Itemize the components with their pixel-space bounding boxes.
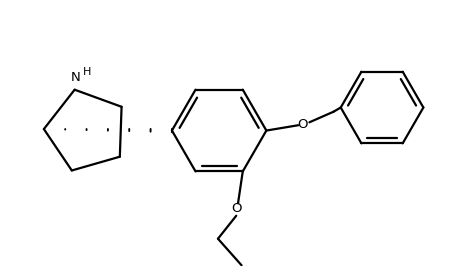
Text: O: O (297, 118, 308, 131)
Text: N: N (70, 71, 80, 84)
Text: O: O (231, 202, 242, 215)
Text: H: H (83, 67, 91, 77)
